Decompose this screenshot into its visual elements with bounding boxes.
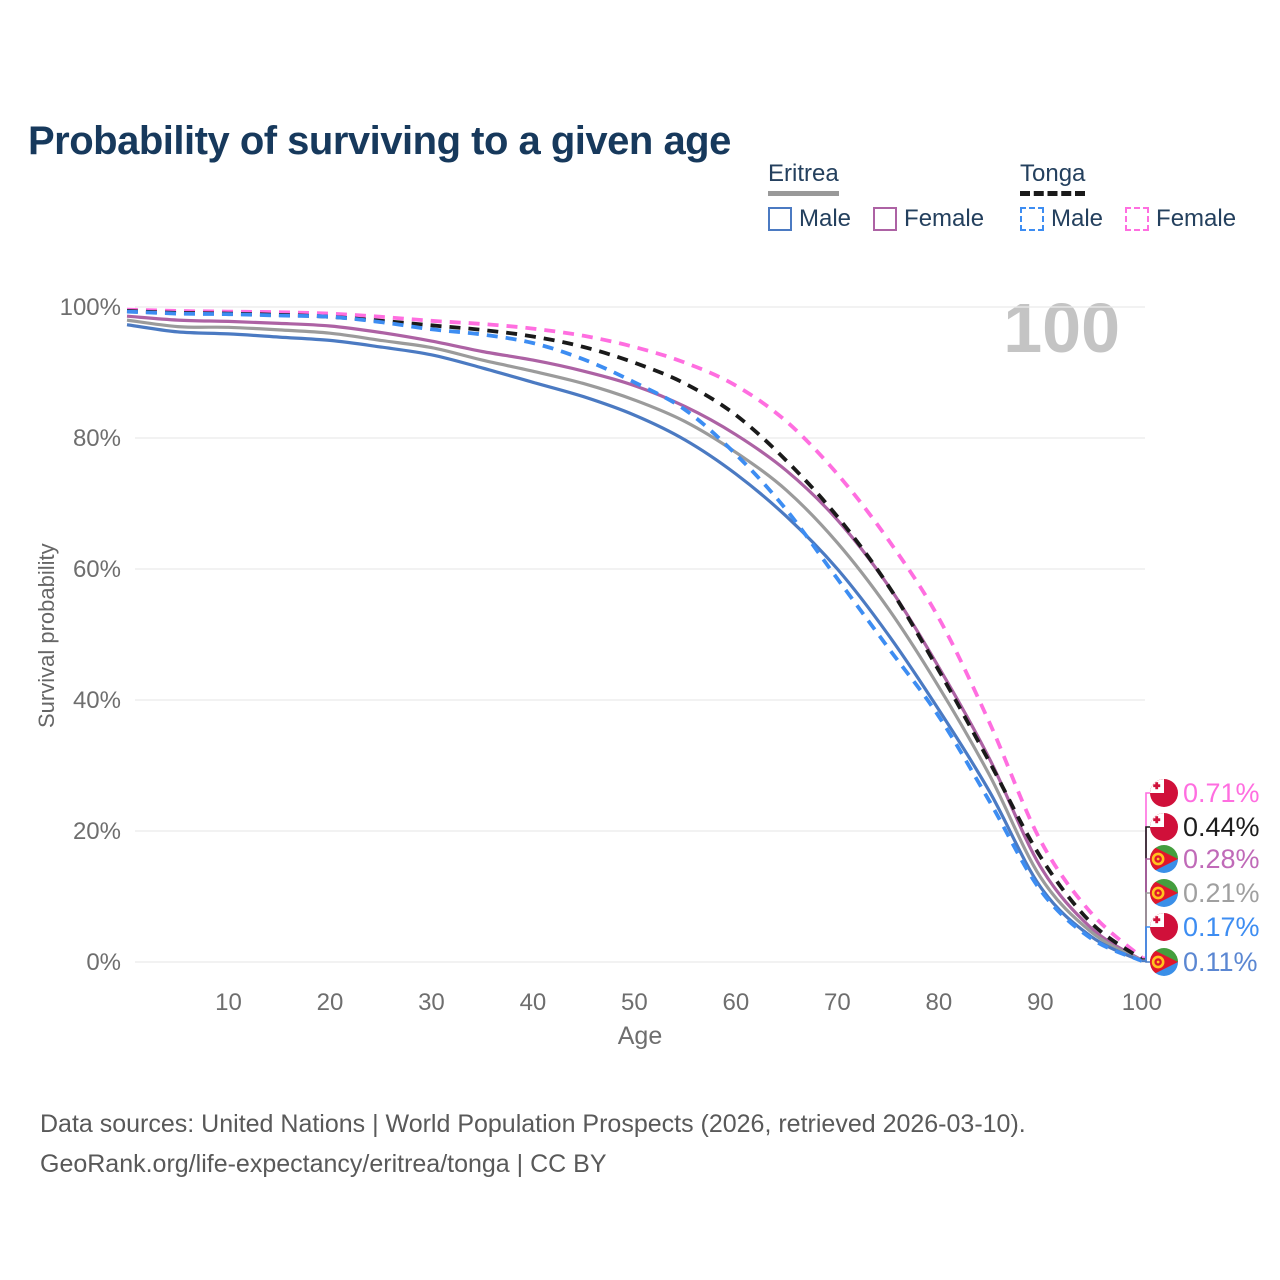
series-line-tonga-total[interactable] (126, 309, 1143, 961)
eritrea-female-swatch-icon (873, 207, 898, 231)
x-tick-label: 40 (520, 989, 547, 1016)
end-label-value: 0.28% (1183, 844, 1260, 874)
series-line-eritrea-total[interactable] (126, 318, 1143, 963)
legend-items-tonga: Male Female (1020, 205, 1236, 233)
x-tick-label: 70 (824, 989, 851, 1016)
footer-data-sources: Data sources: United Nations | World Pop… (40, 1110, 1026, 1138)
series-line-tonga-male[interactable] (126, 309, 1143, 963)
x-tick-label: 80 (925, 989, 952, 1016)
end-label-connector-tonga-male (1141, 926, 1150, 962)
flag-icon-tonga (1150, 913, 1178, 941)
end-label-value: 0.71% (1183, 778, 1260, 808)
legend-items-eritrea: Male Female (768, 205, 984, 233)
series-line-eritrea-male[interactable] (126, 323, 1143, 963)
footer-attribution: GeoRank.org/life-expectancy/eritrea/tong… (40, 1150, 607, 1178)
end-label-tonga-male[interactable]: 0.17% (1150, 912, 1260, 942)
series-line-eritrea-female[interactable] (126, 314, 1143, 962)
x-tick-label: 30 (418, 989, 445, 1016)
flag-icon-eritrea (1150, 879, 1178, 907)
legend-item-label: Female (904, 205, 985, 232)
legend-item-label: Female (1156, 205, 1237, 232)
legend-item-eritrea-male[interactable]: Male (768, 205, 851, 233)
tonga-female-swatch-icon (1125, 207, 1150, 231)
flag-icon-eritrea (1150, 948, 1178, 976)
y-tick-label: 60% (73, 556, 121, 583)
flag-icon-eritrea (1150, 845, 1178, 873)
x-tick-label: 100 (1122, 989, 1162, 1016)
y-tick-label: 20% (73, 818, 121, 845)
y-tick-label: 80% (73, 425, 121, 452)
y-tick-label: 100% (60, 294, 121, 321)
series-line-tonga-female[interactable] (126, 307, 1144, 959)
end-label-value: 0.11% (1183, 947, 1258, 977)
footer: Data sources: United Nations | World Pop… (40, 1104, 1026, 1184)
legend-group-tonga-label: Tonga (1020, 160, 1086, 196)
legend-item-tonga-male[interactable]: Male (1020, 205, 1103, 233)
end-label-value: 0.21% (1183, 878, 1260, 908)
tonga-male-swatch-icon (1020, 207, 1044, 231)
legend-item-label: Male (1051, 205, 1104, 232)
legend-group-eritrea: Eritrea (768, 160, 839, 196)
end-label-tonga-female[interactable]: 0.71% (1150, 778, 1260, 808)
end-label-connector-eritrea-male (1141, 960, 1150, 963)
flag-icon-tonga (1150, 813, 1178, 841)
page-title: Probability of surviving to a given age (28, 118, 731, 163)
y-tick-label: 40% (73, 687, 121, 714)
end-label-eritrea-total[interactable]: 0.21% (1150, 878, 1260, 908)
y-tick-label: 0% (86, 949, 121, 976)
age-watermark: 100 (1003, 289, 1120, 367)
legend-group-eritrea-label: Eritrea (768, 160, 839, 196)
x-tick-label: 90 (1027, 989, 1054, 1016)
x-tick-label: 20 (317, 989, 344, 1016)
eritrea-male-swatch-icon (768, 207, 792, 231)
end-label-eritrea-female[interactable]: 0.28% (1150, 844, 1260, 874)
legend-item-tonga-female[interactable]: Female (1125, 205, 1236, 233)
x-axis-title: Age (617, 1022, 663, 1050)
x-tick-label: 60 (723, 989, 750, 1016)
legend-group-tonga: Tonga (1020, 160, 1086, 196)
x-tick-label: 50 (621, 989, 648, 1016)
end-label-eritrea-male[interactable]: 0.11% (1150, 947, 1258, 977)
legend-item-eritrea-female[interactable]: Female (873, 205, 984, 233)
x-tick-label: 10 (215, 989, 242, 1016)
legend-item-label: Male (799, 205, 852, 232)
end-label-value: 0.44% (1183, 812, 1260, 842)
end-label-value: 0.17% (1183, 912, 1260, 942)
end-label-tonga-total[interactable]: 0.44% (1150, 812, 1260, 842)
flag-icon-tonga (1150, 779, 1178, 807)
